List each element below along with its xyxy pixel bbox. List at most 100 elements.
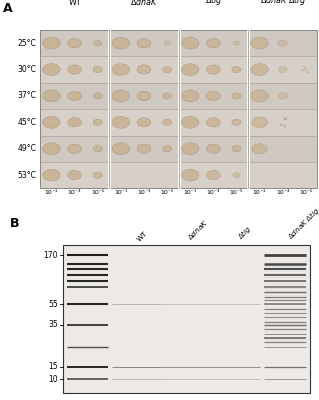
Ellipse shape: [206, 170, 220, 180]
Ellipse shape: [68, 38, 82, 48]
Text: $\Delta$dnaK $\Delta$tig: $\Delta$dnaK $\Delta$tig: [260, 0, 306, 8]
Ellipse shape: [251, 64, 268, 76]
Ellipse shape: [137, 144, 151, 153]
Text: 10⁻³: 10⁻³: [137, 190, 151, 196]
Ellipse shape: [68, 144, 82, 153]
Bar: [40, 30, 317, 56]
Ellipse shape: [281, 124, 283, 125]
Ellipse shape: [206, 65, 220, 74]
Ellipse shape: [112, 116, 130, 128]
Bar: [40, 30, 317, 188]
Ellipse shape: [164, 41, 170, 45]
Ellipse shape: [206, 38, 220, 48]
Text: $\Delta$dnaK: $\Delta$dnaK: [186, 218, 211, 242]
Text: 10⁻³: 10⁻³: [207, 190, 220, 196]
Ellipse shape: [137, 118, 151, 127]
Ellipse shape: [206, 91, 220, 100]
Ellipse shape: [182, 143, 199, 155]
Ellipse shape: [232, 119, 241, 126]
Ellipse shape: [304, 68, 308, 71]
Ellipse shape: [232, 146, 241, 152]
Text: 10⁻⁵: 10⁻⁵: [160, 190, 174, 196]
Text: 15: 15: [48, 362, 58, 371]
Ellipse shape: [278, 40, 287, 46]
Ellipse shape: [252, 117, 268, 128]
Text: 53°C: 53°C: [18, 171, 37, 180]
Ellipse shape: [43, 64, 60, 76]
Ellipse shape: [162, 66, 172, 73]
Text: 170: 170: [44, 251, 58, 260]
Text: $\Delta$tig: $\Delta$tig: [204, 0, 222, 8]
Ellipse shape: [43, 90, 60, 102]
Ellipse shape: [282, 122, 285, 124]
Text: 45°C: 45°C: [18, 118, 37, 127]
Text: $\Delta$tig: $\Delta$tig: [235, 223, 255, 242]
Bar: [40, 136, 317, 162]
Ellipse shape: [234, 41, 240, 45]
Text: A: A: [3, 2, 13, 15]
Text: 37°C: 37°C: [18, 92, 37, 100]
Text: 10: 10: [48, 375, 58, 384]
Ellipse shape: [43, 37, 60, 49]
Ellipse shape: [137, 65, 151, 74]
Ellipse shape: [252, 144, 267, 154]
Ellipse shape: [308, 68, 310, 70]
Bar: [40, 83, 317, 109]
Ellipse shape: [112, 64, 130, 76]
Ellipse shape: [68, 91, 82, 100]
Ellipse shape: [182, 116, 199, 128]
Ellipse shape: [232, 66, 241, 73]
Ellipse shape: [137, 38, 151, 48]
Text: 10⁻¹: 10⁻¹: [253, 190, 266, 196]
Ellipse shape: [68, 118, 82, 127]
Text: 55: 55: [48, 300, 58, 308]
Ellipse shape: [279, 123, 282, 124]
Ellipse shape: [206, 118, 220, 127]
Text: 49°C: 49°C: [18, 144, 37, 153]
Ellipse shape: [93, 93, 102, 99]
Text: 10⁻⁵: 10⁻⁵: [299, 190, 313, 196]
Ellipse shape: [68, 65, 82, 74]
Ellipse shape: [251, 90, 268, 102]
Text: 10⁻¹: 10⁻¹: [183, 190, 197, 196]
Text: $\Delta$dnaK: $\Delta$dnaK: [130, 0, 158, 8]
Ellipse shape: [112, 37, 130, 49]
Ellipse shape: [232, 93, 241, 99]
Ellipse shape: [68, 170, 82, 180]
Ellipse shape: [308, 66, 309, 68]
Ellipse shape: [278, 93, 287, 99]
Ellipse shape: [162, 93, 172, 99]
Ellipse shape: [182, 37, 199, 49]
Ellipse shape: [43, 169, 60, 181]
Ellipse shape: [43, 116, 60, 128]
Ellipse shape: [278, 66, 287, 72]
Text: 35: 35: [48, 320, 58, 329]
Ellipse shape: [93, 40, 102, 46]
Ellipse shape: [206, 144, 220, 153]
Bar: [40, 56, 317, 83]
Ellipse shape: [137, 91, 151, 100]
Bar: [63, 245, 309, 392]
Text: 10⁻¹: 10⁻¹: [114, 190, 128, 196]
Text: 10⁻¹: 10⁻¹: [45, 190, 58, 196]
Text: 30°C: 30°C: [18, 65, 37, 74]
Text: 10⁻⁵: 10⁻⁵: [230, 190, 243, 196]
Ellipse shape: [251, 37, 268, 49]
Ellipse shape: [280, 124, 282, 125]
Ellipse shape: [93, 119, 102, 126]
Ellipse shape: [182, 64, 199, 76]
Ellipse shape: [182, 169, 199, 181]
Ellipse shape: [93, 172, 102, 178]
Text: 10⁻⁵: 10⁻⁵: [91, 190, 104, 196]
Ellipse shape: [182, 90, 199, 102]
Text: WT: WT: [68, 0, 81, 8]
Ellipse shape: [233, 173, 240, 178]
Bar: [40, 162, 317, 188]
Ellipse shape: [162, 146, 172, 152]
Text: 10⁻³: 10⁻³: [276, 190, 289, 196]
Text: WT: WT: [137, 230, 149, 242]
Bar: [40, 109, 317, 136]
Text: $\Delta$dnaK $\Delta$tig: $\Delta$dnaK $\Delta$tig: [285, 205, 319, 242]
Text: 10⁻³: 10⁻³: [68, 190, 81, 196]
Ellipse shape: [112, 90, 130, 102]
